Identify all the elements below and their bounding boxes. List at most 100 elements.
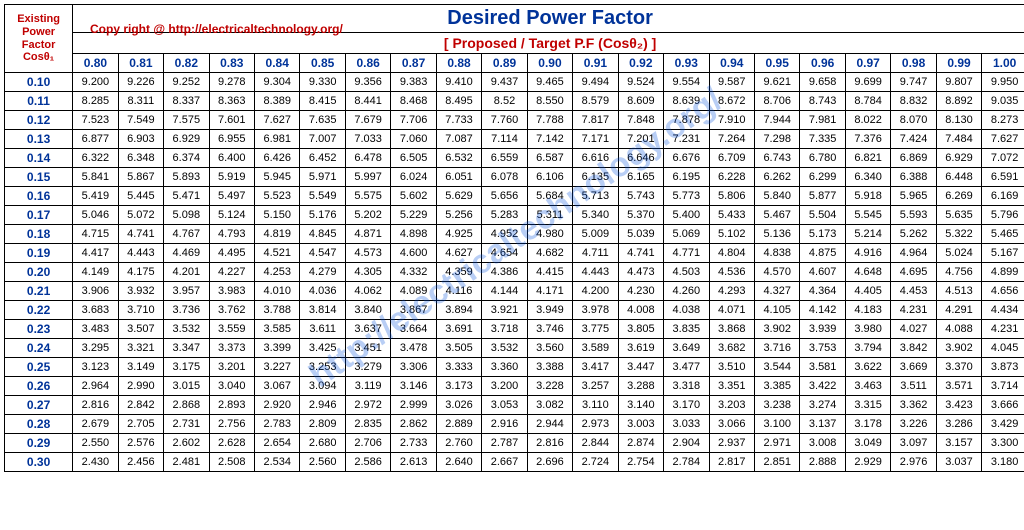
- data-cell: 3.746: [527, 320, 572, 339]
- data-cell: 4.144: [482, 282, 527, 301]
- data-cell: 3.753: [800, 339, 845, 358]
- data-cell: 8.672: [709, 92, 754, 111]
- data-cell: 8.579: [573, 92, 618, 111]
- table-row: 0.155.8415.8675.8935.9195.9455.9715.9976…: [5, 168, 1024, 187]
- data-cell: 4.105: [754, 301, 799, 320]
- data-cell: 4.627: [436, 244, 481, 263]
- data-cell: 4.495: [209, 244, 254, 263]
- data-cell: 3.511: [891, 377, 936, 396]
- col-header: 0.91: [573, 54, 618, 73]
- data-cell: 3.682: [709, 339, 754, 358]
- data-cell: 3.714: [982, 377, 1024, 396]
- data-cell: 2.835: [345, 415, 390, 434]
- data-cell: 3.146: [391, 377, 436, 396]
- data-cell: 3.351: [709, 377, 754, 396]
- data-cell: 3.589: [573, 339, 618, 358]
- data-cell: 3.902: [936, 339, 981, 358]
- data-cell: 3.622: [845, 358, 890, 377]
- data-cell: 4.231: [982, 320, 1024, 339]
- data-cell: 3.463: [845, 377, 890, 396]
- data-cell: 5.945: [255, 168, 300, 187]
- data-cell: 9.200: [73, 73, 118, 92]
- data-cell: 5.867: [118, 168, 163, 187]
- table-row: 0.243.2953.3213.3473.3733.3993.4253.4513…: [5, 339, 1024, 358]
- data-cell: 7.087: [436, 130, 481, 149]
- data-cell: 6.646: [618, 149, 663, 168]
- data-cell: 4.417: [73, 244, 118, 263]
- row-header: 0.26: [5, 377, 73, 396]
- data-cell: 5.400: [664, 206, 709, 225]
- table-row: 0.223.6833.7103.7363.7623.7883.8143.8403…: [5, 301, 1024, 320]
- data-cell: 2.534: [255, 453, 300, 472]
- data-cell: 5.465: [982, 225, 1024, 244]
- data-cell: 6.587: [527, 149, 572, 168]
- data-cell: 2.783: [255, 415, 300, 434]
- col-header: 0.97: [845, 54, 890, 73]
- data-cell: 2.893: [209, 396, 254, 415]
- data-cell: 4.547: [300, 244, 345, 263]
- data-cell: 3.178: [845, 415, 890, 434]
- data-cell: 4.183: [845, 301, 890, 320]
- col-header: 0.80: [73, 54, 118, 73]
- data-cell: 5.796: [982, 206, 1024, 225]
- data-cell: 7.981: [800, 111, 845, 130]
- data-cell: 5.773: [664, 187, 709, 206]
- data-cell: 4.654: [482, 244, 527, 263]
- data-cell: 2.817: [709, 453, 754, 472]
- data-cell: 2.809: [300, 415, 345, 434]
- data-cell: 7.231: [664, 130, 709, 149]
- data-cell: 4.291: [936, 301, 981, 320]
- data-cell: 4.964: [891, 244, 936, 263]
- data-cell: 6.348: [118, 149, 163, 168]
- data-cell: 5.918: [845, 187, 890, 206]
- data-cell: 3.203: [709, 396, 754, 415]
- data-cell: 3.157: [936, 434, 981, 453]
- data-cell: 6.955: [209, 130, 254, 149]
- data-cell: 8.609: [618, 92, 663, 111]
- row-header: 0.11: [5, 92, 73, 111]
- data-cell: 8.495: [436, 92, 481, 111]
- data-cell: 3.066: [709, 415, 754, 434]
- data-cell: 2.972: [345, 396, 390, 415]
- row-header: 0.30: [5, 453, 73, 472]
- data-cell: 4.434: [982, 301, 1024, 320]
- row-header: 0.19: [5, 244, 73, 263]
- data-cell: 4.952: [482, 225, 527, 244]
- data-cell: 2.916: [482, 415, 527, 434]
- data-cell: 3.478: [391, 339, 436, 358]
- data-cell: 9.035: [982, 92, 1024, 111]
- data-cell: 5.340: [573, 206, 618, 225]
- data-cell: 7.376: [845, 130, 890, 149]
- data-cell: 4.570: [754, 263, 799, 282]
- data-cell: 6.452: [300, 149, 345, 168]
- data-cell: 2.937: [709, 434, 754, 453]
- data-cell: 9.278: [209, 73, 254, 92]
- data-cell: 3.559: [209, 320, 254, 339]
- data-cell: 2.874: [618, 434, 663, 453]
- data-cell: 2.756: [209, 415, 254, 434]
- data-cell: 7.549: [118, 111, 163, 130]
- data-cell: 6.591: [982, 168, 1024, 187]
- col-header: 0.94: [709, 54, 754, 73]
- data-cell: 6.877: [73, 130, 118, 149]
- data-cell: 5.965: [891, 187, 936, 206]
- data-cell: 6.340: [845, 168, 890, 187]
- data-cell: 3.477: [664, 358, 709, 377]
- data-cell: 6.388: [891, 168, 936, 187]
- data-cell: 4.875: [800, 244, 845, 263]
- data-cell: 3.286: [936, 415, 981, 434]
- data-cell: 8.311: [118, 92, 163, 111]
- data-cell: 3.422: [800, 377, 845, 396]
- data-cell: 5.743: [618, 187, 663, 206]
- data-cell: 8.743: [800, 92, 845, 111]
- data-cell: 3.980: [845, 320, 890, 339]
- data-cell: 5.039: [618, 225, 663, 244]
- data-cell: 5.997: [345, 168, 390, 187]
- data-cell: 5.919: [209, 168, 254, 187]
- data-cell: 3.295: [73, 339, 118, 358]
- data-cell: 8.130: [936, 111, 981, 130]
- data-cell: 4.293: [709, 282, 754, 301]
- data-cell: 2.456: [118, 453, 163, 472]
- data-cell: 3.669: [891, 358, 936, 377]
- data-cell: 3.921: [482, 301, 527, 320]
